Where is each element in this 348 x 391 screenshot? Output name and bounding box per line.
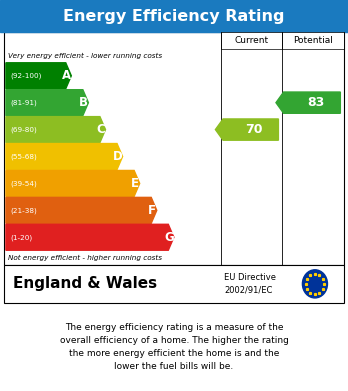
Polygon shape xyxy=(6,117,105,143)
Text: C: C xyxy=(96,123,105,136)
Text: Not energy efficient - higher running costs: Not energy efficient - higher running co… xyxy=(8,255,162,261)
Polygon shape xyxy=(6,197,157,223)
Text: E: E xyxy=(131,177,139,190)
Polygon shape xyxy=(6,143,122,169)
Text: G: G xyxy=(164,231,174,244)
Text: England & Wales: England & Wales xyxy=(13,276,157,291)
Text: F: F xyxy=(148,204,156,217)
Polygon shape xyxy=(6,90,88,116)
Polygon shape xyxy=(276,92,340,113)
Text: Energy Efficiency Rating: Energy Efficiency Rating xyxy=(63,9,285,23)
Polygon shape xyxy=(6,224,174,250)
Text: (21-38): (21-38) xyxy=(10,207,37,213)
Text: (92-100): (92-100) xyxy=(10,72,41,79)
Text: 70: 70 xyxy=(245,123,263,136)
Bar xyxy=(4,32,344,265)
Bar xyxy=(221,32,282,49)
Text: D: D xyxy=(113,150,123,163)
Text: 83: 83 xyxy=(307,96,324,109)
Text: A: A xyxy=(62,69,71,82)
Polygon shape xyxy=(6,170,140,196)
Polygon shape xyxy=(215,119,278,140)
Bar xyxy=(282,32,344,49)
Text: Current: Current xyxy=(235,36,269,45)
Text: The energy efficiency rating is a measure of the
overall efficiency of a home. T: The energy efficiency rating is a measur… xyxy=(60,323,288,371)
Text: (55-68): (55-68) xyxy=(10,153,37,160)
Text: B: B xyxy=(79,96,88,109)
Text: Potential: Potential xyxy=(293,36,333,45)
Text: EU Directive
2002/91/EC: EU Directive 2002/91/EC xyxy=(224,273,276,294)
Text: Very energy efficient - lower running costs: Very energy efficient - lower running co… xyxy=(8,53,162,59)
Bar xyxy=(0,0,348,32)
Text: (81-91): (81-91) xyxy=(10,99,37,106)
Text: (39-54): (39-54) xyxy=(10,180,37,187)
Polygon shape xyxy=(6,63,71,89)
Text: (69-80): (69-80) xyxy=(10,126,37,133)
Text: (1-20): (1-20) xyxy=(10,234,32,240)
Circle shape xyxy=(302,270,327,298)
Bar xyxy=(4,265,344,303)
